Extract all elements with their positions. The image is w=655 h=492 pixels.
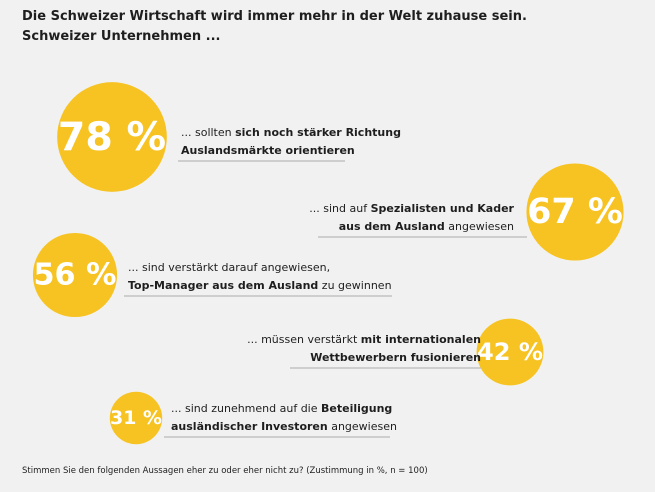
statement-part: ausländischer Investoren	[171, 420, 328, 433]
statement-part: mit internationalen	[361, 333, 481, 346]
value-label: 67 %	[527, 192, 623, 232]
chart-subtitle: Schweizer Unternehmen ...	[22, 29, 220, 44]
statement-part: Spezialisten und Kader	[371, 202, 515, 215]
statement-part: Beteiligung	[321, 402, 392, 415]
note: Stimmen Sie den folgenden Aussagen eher …	[22, 466, 428, 476]
statement: ... sind auf Spezialisten und Kader	[309, 202, 514, 215]
value-label: 78 %	[58, 114, 166, 160]
statement-part: ... sind zunehmend auf die	[171, 402, 321, 415]
statement-part: ... sind verstärkt darauf angewiesen,	[128, 261, 330, 274]
bubble	[526, 163, 624, 261]
statement: aus dem Ausland angewiesen	[339, 220, 514, 233]
statement-part: ... sind auf	[309, 202, 370, 215]
statement: ... sind verstärkt darauf angewiesen,	[128, 261, 330, 274]
bubble	[57, 82, 167, 192]
value-label: 42 %	[477, 338, 543, 366]
statement: ... sollten sich noch stärker Richtung	[181, 126, 401, 139]
statement-part: ... sollten	[181, 126, 235, 139]
statement-part: Auslandsmärkte orientieren	[181, 144, 355, 157]
statement: Auslandsmärkte orientieren	[181, 144, 355, 157]
statement-part: Top-Manager aus dem Ausland	[128, 279, 318, 292]
statement-part: aus dem Ausland	[339, 220, 445, 233]
statement: ... sind zunehmend auf die Beteiligung	[171, 402, 392, 415]
statement: ausländischer Investoren angewiesen	[171, 420, 397, 433]
bubble	[109, 391, 163, 445]
statement: Wettbewerbern fusionieren	[310, 351, 481, 364]
statement-part: sich noch stärker Richtung	[235, 126, 401, 139]
statement: Top-Manager aus dem Ausland zu gewinnen	[128, 279, 392, 292]
value-label: 31 %	[110, 407, 162, 429]
bubble	[32, 232, 118, 318]
statement-part: zu gewinnen	[318, 279, 391, 292]
statement: ... müssen verstärkt mit internationalen	[247, 333, 481, 346]
statement-part: ... müssen verstärkt	[247, 333, 361, 346]
chart-title: Die Schweizer Wirtschaft wird immer mehr…	[22, 9, 527, 24]
value-label: 56 %	[34, 258, 117, 293]
statement-part: angewiesen	[445, 220, 514, 233]
bubble	[476, 318, 544, 386]
statement-part: Wettbewerbern fusionieren	[310, 351, 481, 364]
statement-part: angewiesen	[328, 420, 397, 433]
